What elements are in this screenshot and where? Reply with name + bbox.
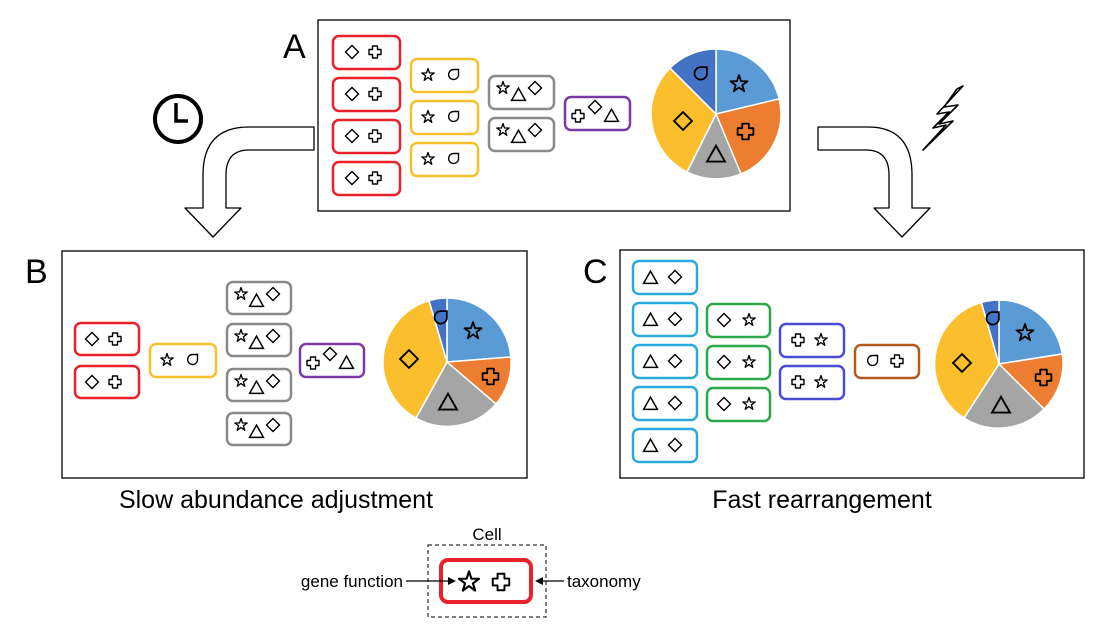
cell-blue-violet <box>778 322 846 359</box>
panel-c-cells <box>631 259 921 464</box>
panel-b-pie <box>382 297 512 428</box>
panel-c-label: C <box>583 253 608 291</box>
cell-cyan <box>631 427 699 464</box>
pie-slice-triangle <box>962 362 1046 429</box>
cell-cyan <box>631 385 699 422</box>
cell-yellow <box>409 141 480 178</box>
cell-green <box>705 386 772 423</box>
clock-icon <box>153 94 203 144</box>
curved-arrow-down-icon <box>184 126 315 238</box>
panel-a-label: A <box>283 28 306 66</box>
pie-slice-triangle <box>685 112 742 180</box>
panel-a-cells <box>331 34 632 197</box>
panel-c-caption: Fast rearrangement <box>712 486 932 514</box>
cell-green <box>705 344 772 381</box>
panel-c-pie <box>933 299 1064 429</box>
cell-gray <box>225 280 293 316</box>
cell-gray <box>487 74 556 111</box>
legend-taxonomy: taxonomy <box>567 572 641 591</box>
pie-slice-diamond <box>382 299 448 420</box>
legend-title: Cell <box>472 525 501 544</box>
panel-b-frame <box>61 250 528 479</box>
cell-red <box>331 118 402 155</box>
cell-cyan <box>631 343 699 380</box>
cell-yellow <box>409 57 480 94</box>
cell-purple <box>298 342 366 379</box>
curved-arrow-down-icon <box>817 126 931 238</box>
panel-a-frame <box>317 19 791 212</box>
panel-a-pie <box>650 48 782 180</box>
cell-red <box>331 34 402 71</box>
pie-slice-diamond <box>650 66 717 174</box>
pie-slice-triangle <box>414 360 498 428</box>
cell-gray <box>487 116 556 153</box>
panel-b-label: B <box>25 253 48 291</box>
cell-red <box>331 160 402 197</box>
cell-gray <box>225 411 293 447</box>
pie-slice-cross <box>997 353 1064 411</box>
pie-slice-drop <box>428 297 448 363</box>
legend-gene-function: gene function <box>301 572 403 591</box>
cell-blue-violet <box>778 364 846 401</box>
cell-cyan <box>631 259 699 296</box>
panel-b-cells <box>73 280 366 447</box>
cell-yellow <box>409 99 480 136</box>
cell-red <box>73 321 141 357</box>
panel-c-frame <box>619 249 1085 479</box>
cell-green <box>705 302 772 339</box>
cell-purple <box>563 95 632 132</box>
legend: Cell gene function taxonomy <box>301 525 641 618</box>
cell-red <box>331 76 402 113</box>
panel-b-caption: Slow abundance adjustment <box>119 486 433 514</box>
cell-gray <box>225 322 293 358</box>
pie-slice-diamond <box>933 301 1000 420</box>
lightning-icon <box>922 85 964 151</box>
pie-slice-drop <box>980 299 1000 365</box>
pie-slice-drop <box>668 48 717 116</box>
cell-gray <box>225 367 293 403</box>
arrowhead-icon <box>535 577 543 585</box>
cell-yellow <box>148 342 218 379</box>
cell-cyan <box>631 301 699 338</box>
cell-red <box>73 364 141 400</box>
arrowhead-icon <box>448 577 456 585</box>
cell-brown <box>853 343 921 380</box>
